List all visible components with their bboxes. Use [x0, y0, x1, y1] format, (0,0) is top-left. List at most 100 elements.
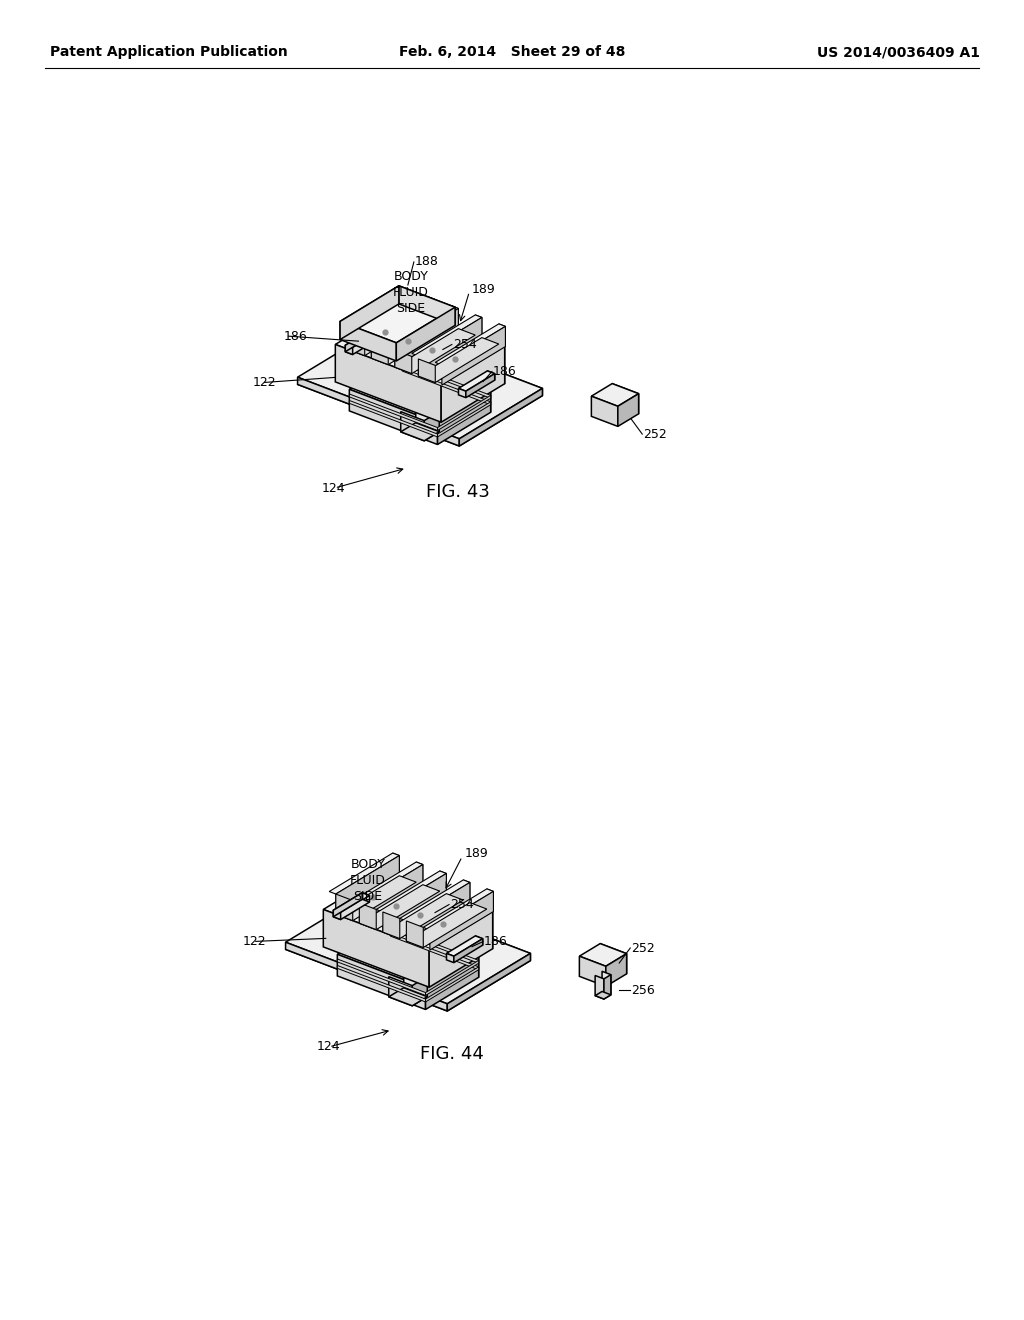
Polygon shape	[359, 865, 423, 923]
Polygon shape	[298, 334, 543, 446]
Polygon shape	[600, 944, 627, 974]
Polygon shape	[286, 942, 447, 1011]
Polygon shape	[437, 401, 490, 437]
Polygon shape	[407, 903, 486, 948]
Polygon shape	[454, 939, 482, 962]
Polygon shape	[336, 875, 416, 920]
Text: FIG. 44: FIG. 44	[420, 1045, 483, 1063]
Polygon shape	[604, 974, 611, 999]
Polygon shape	[487, 371, 495, 380]
Polygon shape	[416, 862, 423, 884]
Text: 188: 188	[415, 256, 438, 268]
Polygon shape	[617, 393, 639, 426]
Polygon shape	[372, 341, 388, 364]
Polygon shape	[348, 290, 412, 350]
Text: 186: 186	[484, 935, 508, 948]
Polygon shape	[298, 378, 460, 446]
Text: 189: 189	[464, 847, 488, 859]
Text: 252: 252	[631, 941, 655, 954]
Text: 122: 122	[253, 376, 276, 389]
Polygon shape	[372, 300, 435, 358]
Polygon shape	[612, 384, 639, 414]
Polygon shape	[459, 388, 466, 397]
Polygon shape	[606, 953, 627, 986]
Polygon shape	[349, 358, 490, 422]
Polygon shape	[499, 323, 506, 347]
Polygon shape	[349, 393, 437, 430]
Polygon shape	[383, 912, 399, 939]
Text: 189: 189	[471, 282, 496, 296]
Polygon shape	[389, 977, 413, 1006]
Polygon shape	[400, 412, 424, 441]
Polygon shape	[580, 956, 606, 986]
Polygon shape	[329, 853, 399, 894]
Polygon shape	[447, 953, 530, 1011]
Polygon shape	[369, 892, 530, 961]
Polygon shape	[419, 338, 499, 383]
Text: 254: 254	[450, 898, 474, 911]
Polygon shape	[286, 892, 530, 1003]
Polygon shape	[426, 966, 478, 1002]
Text: US 2014/0036409 A1: US 2014/0036409 A1	[817, 45, 980, 59]
Polygon shape	[372, 319, 452, 364]
Text: Feb. 6, 2014   Sheet 29 of 48: Feb. 6, 2014 Sheet 29 of 48	[398, 45, 626, 59]
Polygon shape	[592, 384, 639, 407]
Polygon shape	[333, 911, 341, 920]
Polygon shape	[463, 880, 470, 903]
Polygon shape	[383, 874, 446, 932]
Text: 252: 252	[643, 428, 667, 441]
Polygon shape	[388, 306, 459, 347]
Polygon shape	[393, 853, 399, 875]
Polygon shape	[452, 306, 459, 329]
Polygon shape	[428, 297, 435, 319]
Polygon shape	[398, 306, 505, 384]
Polygon shape	[399, 880, 470, 921]
Polygon shape	[336, 894, 352, 920]
Polygon shape	[345, 346, 352, 355]
Polygon shape	[286, 899, 530, 1011]
Polygon shape	[424, 412, 439, 441]
Polygon shape	[333, 892, 362, 917]
Polygon shape	[335, 306, 505, 384]
Polygon shape	[381, 327, 543, 396]
Polygon shape	[340, 286, 398, 339]
Polygon shape	[336, 855, 399, 915]
Polygon shape	[324, 909, 429, 987]
Polygon shape	[383, 894, 463, 939]
Polygon shape	[475, 936, 482, 945]
Text: BODY
FLUID
SIDE: BODY FLUID SIDE	[393, 269, 429, 314]
Text: BODY
FLUID
SIDE: BODY FLUID SIDE	[350, 858, 386, 903]
Polygon shape	[387, 871, 493, 949]
Polygon shape	[348, 310, 428, 355]
Polygon shape	[395, 309, 459, 367]
Text: 122: 122	[243, 935, 266, 948]
Polygon shape	[429, 911, 493, 987]
Polygon shape	[337, 954, 426, 1010]
Text: 124: 124	[322, 482, 345, 495]
Polygon shape	[412, 315, 482, 356]
Polygon shape	[337, 965, 426, 1002]
Polygon shape	[404, 288, 412, 310]
Text: 186: 186	[493, 366, 517, 378]
Polygon shape	[435, 323, 506, 364]
Polygon shape	[337, 958, 426, 995]
Polygon shape	[396, 308, 455, 360]
Polygon shape	[437, 391, 490, 445]
Polygon shape	[345, 327, 374, 351]
Polygon shape	[595, 975, 604, 999]
Polygon shape	[359, 884, 439, 929]
Polygon shape	[402, 358, 490, 412]
Polygon shape	[335, 345, 441, 422]
Polygon shape	[475, 315, 482, 338]
Polygon shape	[337, 923, 478, 987]
Polygon shape	[340, 286, 455, 343]
Polygon shape	[390, 933, 478, 970]
Polygon shape	[398, 286, 455, 325]
Text: 254: 254	[453, 338, 476, 351]
Polygon shape	[413, 977, 427, 1006]
Polygon shape	[341, 288, 412, 329]
Text: 124: 124	[317, 1040, 341, 1053]
Polygon shape	[430, 891, 494, 950]
Polygon shape	[349, 400, 437, 437]
Polygon shape	[348, 333, 365, 355]
